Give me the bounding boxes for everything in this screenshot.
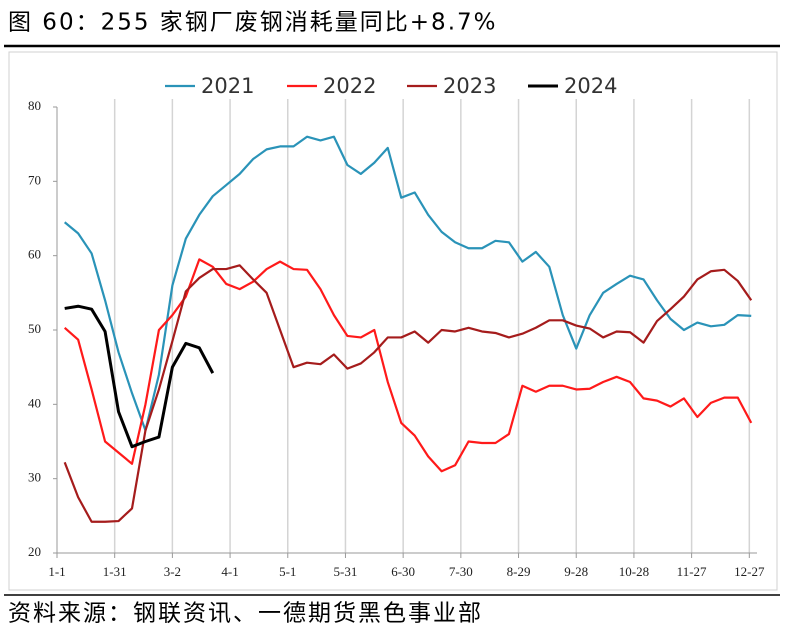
chart-title: 图 60：255 家钢厂废钢消耗量同比+8.7%: [8, 10, 498, 36]
source-note: 资料来源：钢联资讯、一德期货黑色事业部: [8, 601, 483, 627]
y-tick-label: 80: [28, 98, 41, 113]
x-tick-label: 3-2: [164, 564, 181, 579]
x-tick-label: 4-1: [221, 564, 238, 579]
series-line: [63, 135, 752, 432]
legend-label: 2021: [201, 74, 254, 98]
series-line: [63, 264, 753, 523]
y-tick-label: 20: [28, 544, 41, 559]
x-tick-label: 11-27: [677, 564, 707, 579]
y-tick-label: 50: [28, 321, 41, 336]
legend-label: 2024: [564, 74, 617, 98]
x-tick-label: 5-1: [279, 564, 296, 579]
chart-frame: [8, 51, 778, 591]
legend-label: 2022: [323, 74, 376, 98]
y-tick-label: 30: [28, 470, 41, 485]
x-tick-label: 1-31: [103, 564, 127, 579]
x-tick-label: 6-30: [391, 564, 415, 579]
x-tick-label: 12-27: [734, 564, 765, 579]
x-tick-label: 5-31: [334, 564, 358, 579]
series-line: [64, 304, 215, 449]
x-tick-label: 10-28: [619, 564, 649, 579]
y-tick-label: 60: [28, 247, 41, 262]
x-tick-label: 1-1: [48, 564, 65, 579]
x-tick-label: 7-30: [449, 564, 473, 579]
x-tick-label: 9-28: [564, 564, 588, 579]
y-tick-label: 70: [28, 172, 41, 187]
x-tick-label: 8-29: [507, 564, 531, 579]
series-line: [63, 258, 753, 473]
legend-label: 2023: [443, 74, 496, 98]
y-tick-label: 40: [28, 395, 41, 410]
